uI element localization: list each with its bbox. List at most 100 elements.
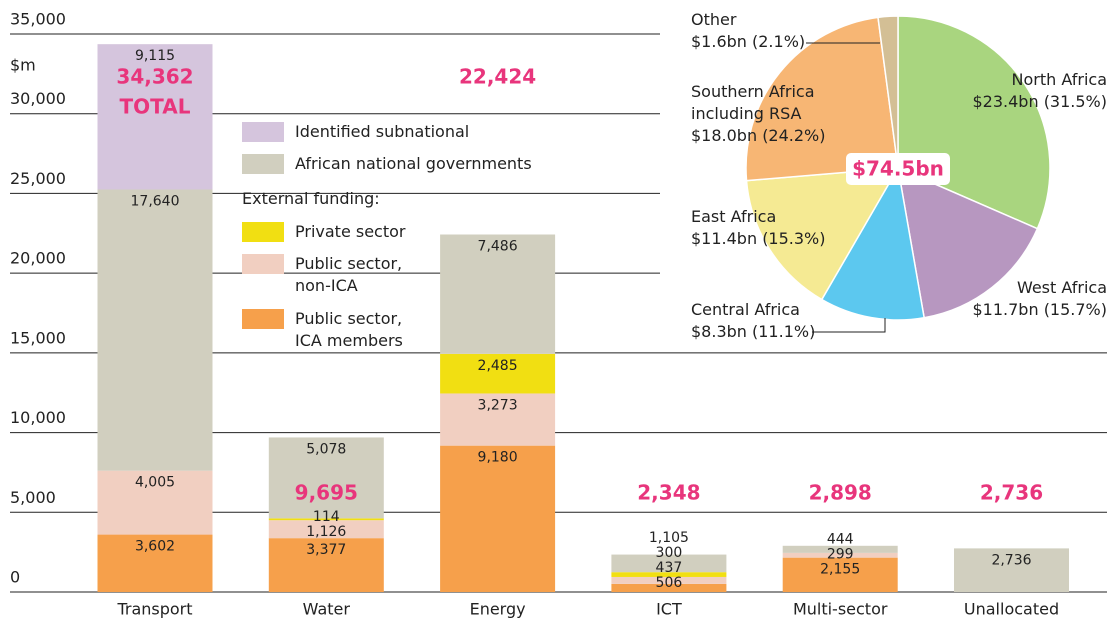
total-label: 2,736 [980, 481, 1043, 505]
segment-label: 3,602 [135, 539, 175, 555]
pie-slice [877, 15, 899, 169]
y-tick-label: 35,000 [10, 10, 66, 29]
total-label: 34,362 [116, 65, 193, 89]
segment-label: 4,005 [135, 475, 175, 491]
legend-label: Identified subnational [295, 122, 470, 141]
bar-segment [611, 583, 727, 592]
total-label: 22,424 [459, 65, 536, 89]
pie-label-name: Other [691, 10, 737, 29]
y-tick-label: 0 [10, 568, 20, 587]
bar-segment [97, 44, 213, 190]
pie-label-name: Central Africa [691, 300, 800, 319]
center-label-box [846, 153, 950, 185]
y-tick-label: 25,000 [10, 169, 66, 188]
center-label: $74.5bn [852, 157, 944, 181]
total-note: TOTAL [120, 95, 191, 119]
bar-segment [611, 576, 727, 584]
bar-segment [611, 572, 727, 577]
pie-label-value: $18.0bn (24.2%) [691, 126, 826, 145]
segment-label: 9,115 [135, 48, 175, 64]
segment-label: 2,736 [991, 552, 1031, 568]
pie-label: East Africa $11.4bn (15.3%) [691, 206, 826, 250]
segment-label: 437 [656, 560, 683, 576]
x-tick-label: Unallocated [964, 600, 1059, 619]
y-tick-label: 30,000 [10, 89, 66, 108]
pie-label-name: East Africa [691, 207, 777, 226]
pie-label: North Africa $23.4bn (31.5%) [973, 69, 1108, 113]
x-tick-label: Multi-sector [793, 600, 888, 619]
pie-label-value: $1.6bn (2.1%) [691, 32, 806, 51]
x-tick-label: Water [303, 600, 351, 619]
legend-label: African national governments [295, 154, 532, 173]
pie-label: West Africa $11.7bn (15.7%) [973, 277, 1108, 321]
segment-label: 1,126 [306, 524, 346, 540]
x-tick-label: ICT [656, 600, 682, 619]
y-tick-label: 20,000 [10, 249, 66, 268]
pie-label-name: North Africa [1011, 70, 1107, 89]
bar-segment [440, 445, 556, 592]
legend-swatch [242, 254, 284, 274]
total-label: 2,348 [637, 481, 700, 505]
legend-label: Private sector [295, 222, 406, 241]
segment-label: 7,486 [478, 238, 518, 254]
bar-segment [97, 189, 213, 471]
segment-label: 17,640 [131, 193, 180, 209]
y-tick-label: 15,000 [10, 328, 66, 347]
pie-label-value: $11.7bn (15.7%) [972, 300, 1108, 319]
legend-label: Public sector, ICA members [295, 309, 403, 350]
legend-swatch [242, 309, 284, 329]
bar-segment [268, 518, 384, 521]
bar-segment [268, 437, 384, 519]
bar-segment [440, 393, 556, 446]
bar-segment [440, 234, 556, 354]
legend-swatch [242, 122, 284, 142]
y-tick-label: 10,000 [10, 408, 66, 427]
pie-label-name: Southern Africa including RSA [691, 82, 815, 123]
bar-segment [440, 353, 556, 394]
segment-label: 444 [827, 532, 854, 548]
pie-label: Southern Africa including RSA $18.0bn (24… [691, 81, 826, 147]
bar-segment [782, 545, 898, 553]
pie-label-name: West Africa [1016, 278, 1107, 297]
segment-label: 1,105 [649, 530, 689, 546]
segment-label: 9,180 [478, 450, 518, 466]
pie-slice [820, 165, 926, 321]
total-label: 9,695 [295, 481, 358, 505]
segment-label: 3,377 [306, 542, 346, 558]
legend-label: Public sector, non-ICA [295, 254, 403, 295]
y-tick-label: 5,000 [10, 488, 56, 507]
legend-swatch [242, 222, 284, 242]
legend-swatch [242, 154, 284, 174]
pie-label: Other $1.6bn (2.1%) [691, 9, 805, 53]
pie-slice [745, 16, 899, 182]
segment-label: 114 [313, 509, 340, 525]
segment-label: 299 [827, 547, 854, 563]
segment-label: 2,485 [478, 358, 518, 374]
pie-label: Central Africa $8.3bn (11.1%) [691, 299, 815, 343]
pie-label-value: $11.4bn (15.3%) [691, 229, 826, 248]
segment-label: 2,155 [820, 562, 860, 578]
total-label: 2,898 [809, 481, 872, 505]
pie-slice [745, 167, 900, 301]
y-axis-label: $m [10, 56, 36, 75]
bar-segment [268, 520, 384, 539]
segment-label: 300 [656, 545, 683, 561]
x-tick-label: Energy [470, 600, 526, 619]
bar-segment [611, 554, 727, 573]
bar-segment [268, 538, 384, 592]
pie-label-value: $8.3bn (11.1%) [691, 322, 816, 341]
segment-label: 506 [656, 575, 683, 591]
leader-line [812, 318, 886, 333]
x-tick-label: Transport [116, 600, 192, 619]
segment-label: 5,078 [306, 441, 346, 457]
pie-label-value: $23.4bn (31.5%) [972, 92, 1108, 111]
bar-segment [97, 470, 213, 535]
pie-slice [897, 166, 1039, 319]
segment-label: 3,273 [478, 397, 518, 413]
bar-segment [97, 534, 213, 592]
legend-title: External funding: [242, 189, 380, 208]
bar-segment [954, 548, 1069, 592]
bar-segment [782, 552, 898, 558]
